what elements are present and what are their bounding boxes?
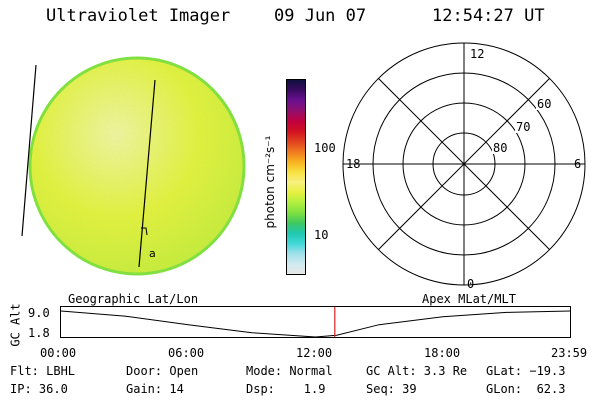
time-label: 12:54:27 UT [432,6,545,26]
timeline-ytick-top: 9.0 [28,306,50,320]
timeline-plot [60,306,571,338]
annotation-label: a [149,247,156,260]
mlt-label-12: 12 [470,47,484,61]
timeline-right-title: Apex MLat/MLT [422,292,516,306]
mlat-mlt-dial: 12 18 6 0 60 70 80 [342,42,586,291]
timeline-xtick-1: 06:00 [168,346,205,360]
altitude-curve [60,310,571,338]
lat-label-80: 80 [493,141,507,155]
info-seq: Seq: 39 [366,382,417,396]
timeline-left-title: Geographic Lat/Lon [68,292,199,306]
colorbar-units: photon cm⁻²s⁻¹ [263,135,277,229]
info-gain: Gain: 14 [126,382,184,396]
terminator-line-right [138,79,156,268]
info-filter: Flt: LBHL [10,364,76,378]
info-glon: GLon: 62.3 [486,382,566,396]
uv-image-panel: a [21,56,246,276]
info-glat: GLat: −19.3 [486,364,566,378]
info-gc-alt: GC Alt: 3.3 Re [366,364,468,378]
lat-label-60: 60 [537,97,551,111]
timeline-xtick-4: 23:59 [551,346,588,360]
info-mode: Mode: Normal [246,364,333,378]
colorbar-strip [286,79,306,275]
instrument-title: Ultraviolet Imager [46,6,231,26]
mlt-label-18: 18 [346,157,360,171]
annotation-tick [141,227,148,236]
timeline-axis-label: GC Alt [8,303,23,347]
mlt-label-6: 6 [574,157,581,171]
info-ip: IP: 36.0 [10,382,68,396]
dial-diagonal-2 [378,78,550,250]
colorbar-panel: 100 10 photon cm⁻²s⁻¹ [260,75,336,285]
colorbar-tick-10: 10 [314,228,329,242]
mlt-label-0: 0 [467,277,474,291]
info-dsp: Dsp: 1.9 [246,382,326,396]
lat-label-70: 70 [516,120,530,134]
terminator-line-left [21,64,37,237]
timeline-ytick-bottom: 1.8 [28,326,50,340]
date-label: 09 Jun 07 [274,6,367,26]
image-noise [31,59,243,273]
colorbar-tick-100: 100 [314,141,336,155]
timeline-xtick-3: 18:00 [424,346,461,360]
timeline-xtick-2: 12:00 [296,346,333,360]
info-door: Door: Open [126,364,199,378]
timeline-frame [60,306,571,338]
timeline-xtick-0: 00:00 [40,346,77,360]
